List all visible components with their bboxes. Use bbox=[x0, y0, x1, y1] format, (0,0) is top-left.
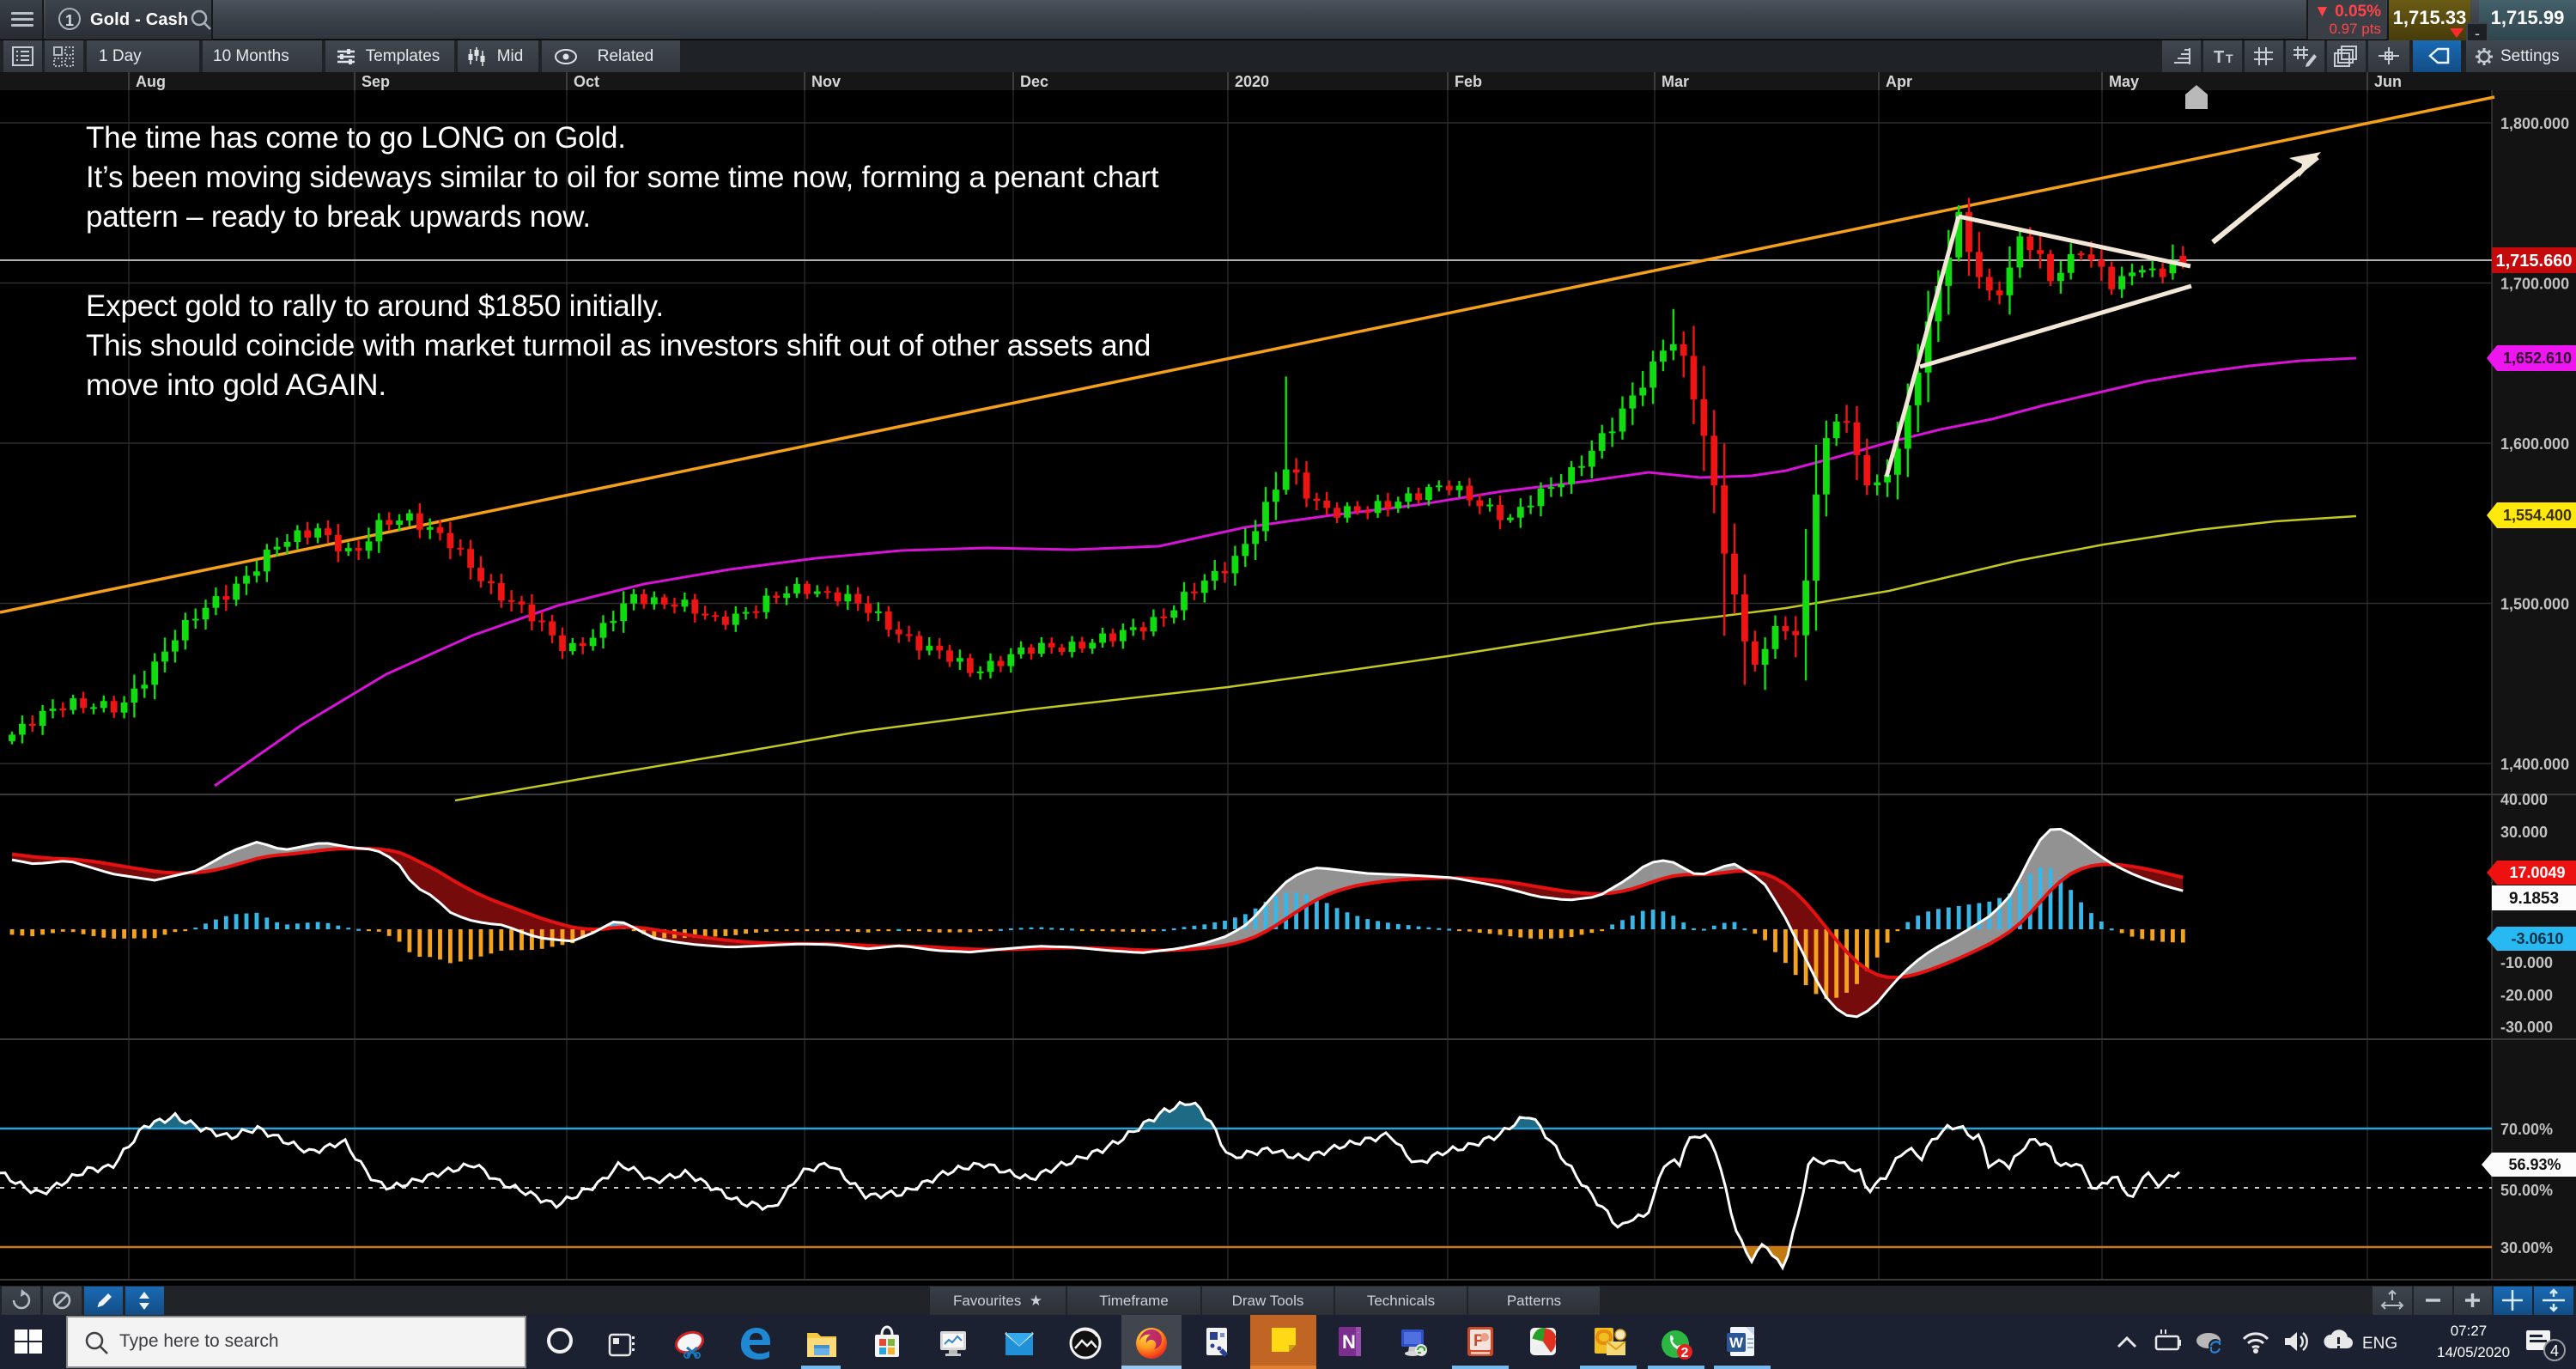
svg-text:N: N bbox=[1342, 1331, 1356, 1353]
svg-text:-30.000: -30.000 bbox=[2500, 1019, 2553, 1036]
svg-text:1,800.000: 1,800.000 bbox=[2500, 115, 2569, 132]
svg-text:Aug: Aug bbox=[136, 73, 166, 90]
svg-text:1,500.000: 1,500.000 bbox=[2500, 596, 2569, 613]
svg-text:4: 4 bbox=[2550, 1342, 2559, 1360]
svg-text:W: W bbox=[1729, 1335, 1744, 1351]
svg-text:1,554.400: 1,554.400 bbox=[2503, 507, 2572, 524]
svg-text:2: 2 bbox=[1681, 1346, 1689, 1360]
svg-text:1,715.660: 1,715.660 bbox=[2496, 252, 2573, 271]
svg-text:1,400.000: 1,400.000 bbox=[2500, 756, 2569, 773]
svg-text:1,652.610: 1,652.610 bbox=[2503, 350, 2572, 367]
svg-text:-10.000: -10.000 bbox=[2500, 954, 2553, 971]
svg-text:Oct: Oct bbox=[574, 73, 599, 90]
svg-text:40.000: 40.000 bbox=[2500, 791, 2548, 808]
svg-text:-20.000: -20.000 bbox=[2500, 987, 2553, 1004]
svg-text:Sep: Sep bbox=[361, 73, 390, 90]
svg-text:17.0049: 17.0049 bbox=[2509, 864, 2565, 881]
svg-text:30.00%: 30.00% bbox=[2500, 1239, 2553, 1256]
svg-text:ENG: ENG bbox=[2362, 1335, 2397, 1353]
svg-text:1,700.000: 1,700.000 bbox=[2500, 276, 2569, 293]
svg-text:56.93%: 56.93% bbox=[2508, 1156, 2561, 1173]
svg-text:May: May bbox=[2109, 73, 2139, 90]
svg-text:Apr: Apr bbox=[1886, 73, 1912, 90]
svg-text:2020: 2020 bbox=[1235, 73, 1269, 90]
svg-text:Mar: Mar bbox=[1662, 73, 1689, 90]
svg-text:Nov: Nov bbox=[811, 73, 841, 90]
svg-text:70.00%: 70.00% bbox=[2500, 1121, 2553, 1138]
svg-text:-3.0610: -3.0610 bbox=[2511, 930, 2563, 947]
svg-text:Jun: Jun bbox=[2374, 73, 2402, 90]
svg-text:50.00%: 50.00% bbox=[2500, 1182, 2553, 1199]
svg-text:9.1853: 9.1853 bbox=[2509, 890, 2559, 908]
svg-text:T: T bbox=[2214, 48, 2224, 67]
svg-text:30.000: 30.000 bbox=[2500, 824, 2548, 841]
svg-text:Feb: Feb bbox=[1455, 73, 1482, 90]
svg-text:T: T bbox=[2226, 52, 2233, 65]
svg-text:Dec: Dec bbox=[1020, 73, 1048, 90]
svg-text:1,600.000: 1,600.000 bbox=[2500, 435, 2569, 453]
